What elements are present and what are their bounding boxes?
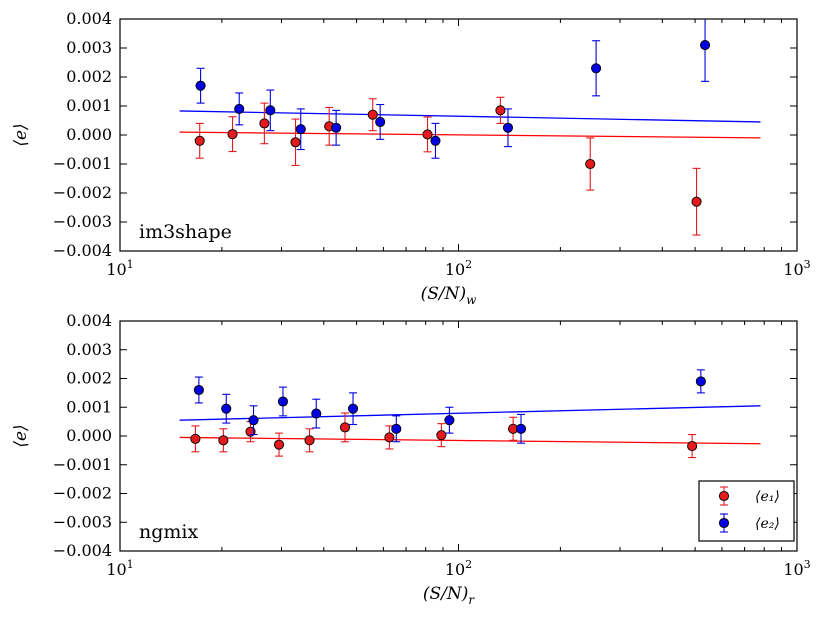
legend-marker-e1 — [718, 490, 730, 502]
data-point-e2 — [695, 376, 706, 387]
fit-line-e1 — [179, 436, 761, 445]
data-point-e1 — [245, 426, 256, 437]
fit-line-e2 — [179, 110, 761, 123]
data-point-e1 — [367, 109, 378, 120]
data-point-e1 — [422, 129, 433, 140]
data-point-e2 — [195, 80, 206, 91]
data-point-e2 — [391, 423, 402, 434]
y-tick-label: −0.004 — [53, 541, 112, 560]
data-point-e2 — [444, 415, 455, 426]
data-area — [179, 19, 761, 236]
y-tick-label: −0.003 — [53, 212, 112, 231]
data-point-e2 — [347, 403, 359, 414]
data-point-e2 — [248, 415, 259, 426]
y-tick-label: 0.001 — [66, 96, 112, 115]
y-tick-label: −0.001 — [53, 154, 112, 173]
x-tick-label: 103 — [783, 258, 810, 279]
data-point-e2 — [311, 408, 322, 419]
x-tick-label: 101 — [106, 558, 133, 579]
data-point-e1 — [384, 432, 395, 443]
data-point-e1 — [290, 137, 301, 148]
y-axis-label: ⟨e⟩ — [11, 424, 31, 447]
data-point-e1 — [585, 158, 596, 170]
data-point-e1 — [339, 422, 351, 433]
data-area — [179, 369, 761, 459]
data-point-e1 — [227, 129, 238, 140]
data-point-e2 — [430, 135, 441, 146]
y-tick-label: 0.004 — [66, 311, 112, 330]
x-axis-label: (S/N)w — [421, 284, 478, 307]
legend-marker-e2 — [718, 517, 730, 529]
data-point-e2 — [265, 105, 276, 116]
y-tick-label: 0.002 — [66, 369, 112, 388]
data-point-e1 — [687, 441, 698, 452]
y-tick-label: −0.003 — [53, 512, 112, 531]
y-tick-label: 0.001 — [66, 397, 112, 416]
data-point-e1 — [190, 433, 201, 444]
y-axis-label: ⟨e⟩ — [11, 123, 31, 146]
y-tick-label: −0.002 — [53, 183, 112, 202]
data-point-e1 — [436, 430, 447, 441]
y-tick-label: 0.003 — [66, 38, 112, 57]
panel-label: ngmix — [139, 521, 198, 543]
y-tick-label: −0.001 — [53, 455, 112, 474]
data-point-e1 — [495, 105, 506, 116]
panel-ngmix: 0.004 0.003 0.002 0.001 0.000 −0.001 −0.002 −0.… — [11, 311, 811, 607]
data-point-e1 — [194, 135, 205, 146]
y-tick-label: −0.002 — [53, 484, 112, 503]
data-point-e2 — [502, 122, 514, 133]
y-tick-label: −0.004 — [53, 241, 112, 260]
x-axis-label: (S/N)r — [423, 584, 476, 607]
legend-box — [698, 480, 795, 542]
x-tick-label: 102 — [445, 558, 472, 579]
y-tick-label: 0.002 — [66, 67, 112, 86]
data-point-e2 — [295, 124, 306, 135]
legend-label-e2: ⟨e₂⟩ — [755, 516, 780, 532]
fit-line-e2 — [179, 405, 761, 421]
data-point-e1 — [273, 439, 285, 450]
x-tick-label: 101 — [106, 258, 133, 279]
panel-im3shape: 0.004 0.003 0.002 0.001 0.000 −0.001 −0.002 −0.… — [11, 9, 811, 307]
data-point-e2 — [331, 122, 342, 133]
data-point-e2 — [193, 384, 204, 396]
data-point-e2 — [221, 403, 232, 414]
x-tick-label: 103 — [783, 558, 810, 579]
y-tick-label: 0.004 — [66, 9, 112, 28]
y-tick-label: 0.000 — [66, 426, 112, 445]
data-point-e2 — [234, 103, 245, 114]
data-point-e2 — [375, 116, 386, 127]
data-point-e2 — [515, 423, 527, 434]
y-tick-label: 0.000 — [66, 125, 112, 144]
axes-frame — [119, 320, 798, 552]
data-point-e1 — [691, 196, 702, 207]
data-point-e2 — [277, 396, 289, 407]
y-tick-label: 0.003 — [66, 340, 112, 359]
fit-line-e1 — [179, 131, 761, 139]
data-point-e1 — [218, 435, 229, 446]
panel-label: im3shape — [139, 221, 232, 243]
data-point-e2 — [591, 63, 602, 74]
data-point-e1 — [259, 118, 270, 129]
legend: ⟨e₁⟩ ⟨e₂⟩ — [698, 480, 795, 542]
x-tick-label: 102 — [445, 258, 472, 279]
axes-frame — [119, 18, 798, 252]
legend-label-e1: ⟨e₁⟩ — [755, 489, 780, 505]
data-point-e2 — [699, 40, 711, 51]
data-point-e1 — [304, 435, 315, 446]
